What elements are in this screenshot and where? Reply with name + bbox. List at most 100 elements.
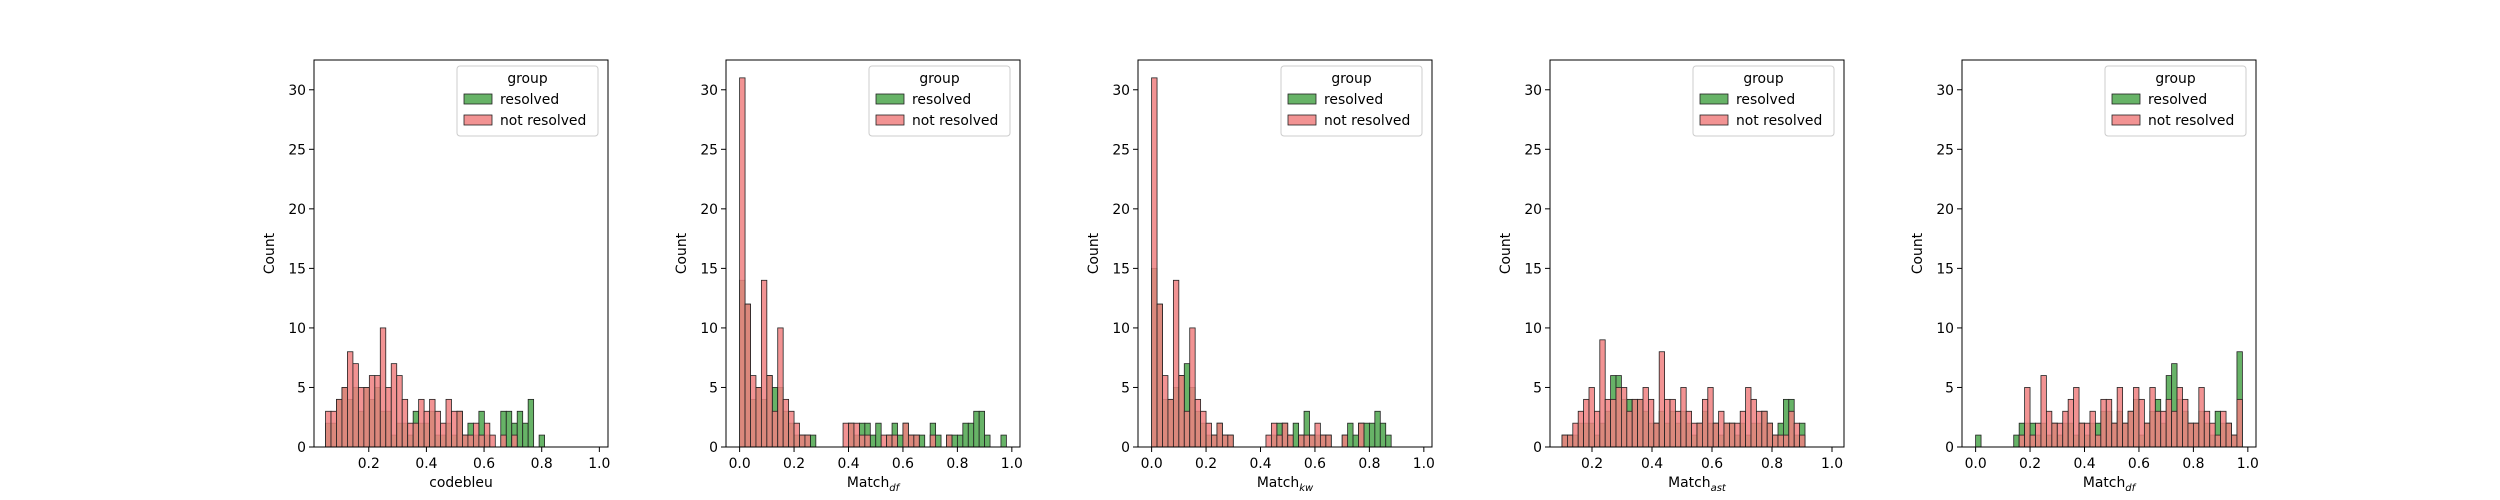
- x-axis-label: Matchkw: [1257, 475, 1314, 494]
- histogram-bar: [907, 434, 915, 448]
- x-tick-label: 0.6: [1701, 456, 1723, 472]
- y-tick-label: 5: [709, 380, 718, 396]
- y-tick-label: 5: [1121, 380, 1130, 396]
- histogram-bar: [2176, 387, 2183, 448]
- series-not-resolved: [2018, 375, 2243, 448]
- histogram-bar: [390, 363, 398, 448]
- histogram-bar: [2100, 398, 2107, 448]
- histogram-bar: [1156, 303, 1163, 448]
- legend-title: group: [1331, 71, 1372, 87]
- y-tick-label: 25: [700, 142, 718, 158]
- histogram-bar: [330, 410, 337, 448]
- y-tick-label: 0: [1533, 440, 1542, 456]
- histogram-bar: [379, 327, 387, 448]
- histogram-bar: [505, 410, 513, 448]
- histogram-bar: [750, 375, 757, 448]
- histogram-bar: [2138, 398, 2145, 448]
- histogram-bar: [341, 387, 348, 448]
- x-tick-label: 0.6: [2128, 456, 2150, 472]
- histogram-bar: [2127, 410, 2134, 448]
- histogram-bar: [325, 410, 332, 448]
- histogram-bar: [467, 434, 474, 448]
- x-axis-label: Matchdf: [2083, 475, 2137, 494]
- histogram-bar: [929, 434, 937, 448]
- histogram-bar: [1347, 422, 1354, 448]
- histogram-bar: [1707, 387, 1714, 448]
- histogram-bar: [352, 363, 359, 448]
- histogram-bar: [760, 279, 768, 448]
- histogram-bar: [1626, 410, 1633, 448]
- histogram-bar: [407, 422, 414, 448]
- histogram-bar: [1664, 398, 1671, 448]
- histogram-bar: [771, 410, 779, 448]
- x-axis-label: Matchdf: [847, 475, 901, 494]
- x-tick-label: 0.4: [1641, 456, 1663, 472]
- y-tick-label: 15: [700, 261, 718, 277]
- histogram-bar: [1314, 422, 1321, 448]
- histogram-bar: [2018, 434, 2026, 448]
- histogram-bar: [462, 434, 469, 448]
- x-tick-label: 0.6: [1304, 456, 1326, 472]
- y-tick-label: 30: [288, 83, 306, 99]
- histogram-bar: [2089, 410, 2096, 448]
- histogram-bar: [2051, 422, 2058, 448]
- histogram-bar: [2122, 422, 2129, 448]
- histogram-bar: [2143, 422, 2151, 448]
- histogram-bar: [1669, 398, 1676, 448]
- y-tick-label: 15: [1936, 261, 1954, 277]
- x-tick-label: 0.8: [1358, 456, 1380, 472]
- histogram-bar: [2073, 387, 2080, 448]
- y-tick-label: 5: [297, 380, 306, 396]
- histogram-bar: [1680, 387, 1687, 448]
- histogram-bar: [1567, 434, 1574, 448]
- histogram-bar: [1594, 410, 1601, 448]
- histogram-bar: [1761, 410, 1768, 448]
- histogram-bar: [2203, 410, 2211, 448]
- histogram-bar: [2149, 387, 2156, 448]
- histogram-bar: [1200, 410, 1207, 448]
- axes-frame: [1961, 59, 2257, 448]
- histogram-bar: [2165, 398, 2173, 448]
- histogram-bar: [973, 410, 980, 448]
- histogram-bar: [368, 375, 376, 448]
- series-not-resolved: [1151, 77, 1365, 448]
- histogram-bar: [1352, 434, 1359, 448]
- histogram-bar: [804, 434, 811, 448]
- histogram-bar: [2116, 387, 2124, 448]
- panel-4: 0 5 10 15 20 25 30 0.2 0.4 0.6 0.8 1.0 Matchast Count…: [1498, 59, 1845, 494]
- legend: group resolved not resolved: [456, 65, 599, 137]
- histogram-bar: [2040, 375, 2047, 448]
- histogram-bar: [1358, 422, 1365, 448]
- histogram-bar: [500, 434, 507, 448]
- y-tick-label: 0: [1121, 440, 1130, 456]
- histogram-bar: [2078, 422, 2085, 448]
- histogram-bar: [1178, 375, 1185, 448]
- y-tick-label: 20: [700, 202, 718, 218]
- histogram-bar: [336, 398, 343, 448]
- x-tick-label: 0.8: [946, 456, 968, 472]
- histogram-bar: [809, 434, 817, 448]
- x-tick-label: 0.6: [892, 456, 914, 472]
- y-axis-label: Count: [1910, 232, 1926, 274]
- histogram-bar: [1653, 422, 1660, 448]
- histogram-bar: [1604, 398, 1611, 448]
- histogram-bar: [1772, 434, 1779, 448]
- histogram-bar: [1777, 434, 1784, 448]
- histogram-bar: [1281, 422, 1289, 448]
- histogram-bar: [1766, 422, 1773, 448]
- y-tick-label: 20: [1936, 202, 1954, 218]
- histogram-bar: [1648, 398, 1655, 448]
- histogram-bar: [2192, 422, 2200, 448]
- histogram-bar: [1379, 422, 1387, 448]
- histogram-bar: [1341, 434, 1349, 448]
- histogram-bar: [2133, 387, 2140, 448]
- legend-swatch: [1699, 114, 1729, 126]
- x-tick-label: 0.8: [2182, 456, 2204, 472]
- y-axis-label: Count: [262, 232, 278, 274]
- histogram-bar: [777, 327, 784, 448]
- histogram-bar: [1572, 422, 1579, 448]
- histogram-bars: [1151, 77, 1392, 448]
- legend-label: resolved: [500, 92, 559, 108]
- x-tick-label: 1.0: [1821, 456, 1843, 472]
- histogram-bar: [1265, 434, 1272, 448]
